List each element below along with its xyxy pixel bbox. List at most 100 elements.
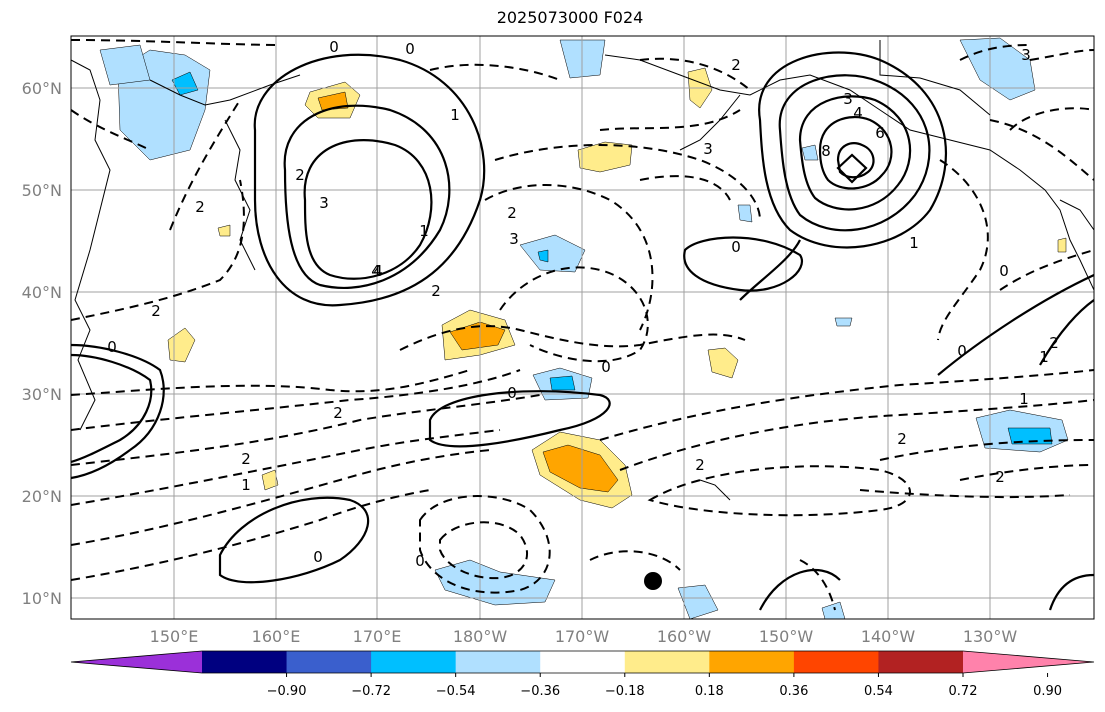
contour-label: 3 [843, 90, 853, 108]
contour-label: 1 [909, 234, 919, 252]
contour-label: 2 [731, 56, 741, 74]
anomaly-patch-blue [434, 559, 556, 606]
contour-label: 8 [821, 142, 831, 160]
colorbar-segment [793, 651, 879, 673]
lon-label: 150°W [759, 627, 814, 646]
colorbar-tick-label: −0.18 [605, 684, 645, 699]
colorbar-segment [709, 651, 795, 673]
colorbar-segment [371, 651, 457, 673]
lat-label: 10°N [22, 589, 62, 608]
anomaly-patch-blue-core [549, 375, 576, 391]
contour-label: 1 [1019, 390, 1029, 408]
contour-label: 2 [241, 450, 251, 468]
contour-label: 2 [507, 204, 517, 222]
contour-label: 3 [1021, 46, 1031, 64]
colorbar-tick-label: 0.72 [949, 684, 978, 699]
colorbar-tick-label: −0.72 [351, 684, 391, 699]
lon-label: 170°W [555, 627, 610, 646]
contours-positive [71, 51, 1094, 611]
lat-label: 40°N [22, 283, 62, 302]
anomaly-patch-yellow [261, 469, 279, 491]
contour-label: 2 [295, 166, 305, 184]
contour-label: 4 [371, 262, 381, 280]
lon-label: 170°E [353, 627, 402, 646]
contour-label: 2 [195, 198, 205, 216]
colorbar-extend-min [71, 651, 202, 673]
map-title: 2025073000 F024 [496, 8, 644, 27]
anomaly-patch-yellow [1057, 237, 1067, 253]
lat-label: 20°N [22, 487, 62, 506]
lon-label: 150°E [150, 627, 199, 646]
anomaly-patch-yellow [167, 327, 196, 363]
contour-label: 2 [695, 456, 705, 474]
colorbar-segment [540, 651, 626, 673]
contour-label: 6 [875, 124, 885, 142]
lon-label: 140°W [861, 627, 916, 646]
contour-labels: 0 0 1 2 2 3 1 4 3 4 6 8 2 0 3 2 2 1 2 3 … [107, 38, 1059, 570]
contour-label: 3 [509, 230, 519, 248]
anomaly-patch-blue-core [537, 249, 549, 263]
anomaly-patch-blue [737, 204, 753, 223]
anomaly-patch-blue [959, 37, 1036, 101]
anomaly-patch-blue [834, 317, 853, 327]
contour-label: 0 [405, 40, 415, 58]
contour-label: 3 [319, 194, 329, 212]
contour-label: 2 [333, 404, 343, 422]
contour-label: 2 [431, 282, 441, 300]
contour-label: 0 [107, 338, 117, 356]
colorbar-segment [624, 651, 710, 673]
contour-label: 4 [853, 104, 863, 122]
anomaly-patch-blue [801, 144, 819, 161]
contour-label: 0 [999, 262, 1009, 280]
map-frame [70, 35, 1095, 620]
graticule [71, 36, 1094, 619]
contour-label: 4 [373, 262, 383, 280]
colorbar-tick-label: −0.36 [520, 684, 560, 699]
lon-label: 130°W [963, 627, 1018, 646]
colorbar-tick-label: −0.54 [436, 684, 476, 699]
anomaly-patch-blue [677, 584, 719, 619]
colorbar-extend-max [963, 651, 1094, 673]
contour-label: 1 [450, 106, 460, 124]
lon-label: 180°W [453, 627, 508, 646]
contour-label: 0 [313, 548, 323, 566]
contour-label: 3 [703, 140, 713, 158]
colorbar-segment [455, 651, 541, 673]
lon-label: 160°E [252, 627, 301, 646]
colorbar-tick-label: 0.36 [779, 684, 808, 699]
anomaly-patch-yellow [217, 224, 231, 237]
contour-label: 0 [415, 552, 425, 570]
contour-label: 1 [1039, 348, 1049, 366]
contour-label: 0 [507, 384, 517, 402]
colorbar-tick-label: 0.54 [864, 684, 893, 699]
lat-label: 50°N [22, 181, 62, 200]
colorbar [70, 650, 1095, 674]
contour-label: 1 [419, 222, 429, 240]
anomaly-patch-yellow [577, 141, 633, 173]
location-marker [644, 572, 662, 590]
colorbar-tick-label: −0.90 [267, 684, 307, 699]
lat-label: 30°N [22, 385, 62, 404]
contour-label: 1 [241, 476, 251, 494]
longitude-labels: 150°E 160°E 170°E 180°W 170°W 160°W 150°… [150, 627, 1018, 646]
colorbar-segment [202, 651, 288, 673]
colorbar-segment [878, 651, 964, 673]
colorbar-ticks: −0.90 −0.72 −0.54 −0.36 −0.18 0.18 0.36 0.54 0.7… [267, 673, 1062, 699]
contours-negative [71, 39, 1094, 611]
contour-label: 0 [329, 38, 339, 56]
anomaly-patch-yellow [707, 347, 739, 379]
anomaly-patch-orange [317, 91, 349, 111]
anomaly-patch-orange [542, 444, 619, 493]
contour-label: 2 [1049, 334, 1059, 352]
lon-label: 160°W [657, 627, 712, 646]
lat-label: 60°N [22, 79, 62, 98]
colorbar-outline [70, 650, 1095, 674]
anomaly-patch-blue-core [171, 71, 199, 96]
contour-label: 0 [731, 238, 741, 256]
contour-label: 2 [897, 430, 907, 448]
anomaly-patch-blue [821, 601, 846, 619]
colorbar-tick-label: 0.90 [1033, 684, 1062, 699]
anomaly-patch-blue [519, 234, 586, 273]
contour-label: 0 [601, 358, 611, 376]
